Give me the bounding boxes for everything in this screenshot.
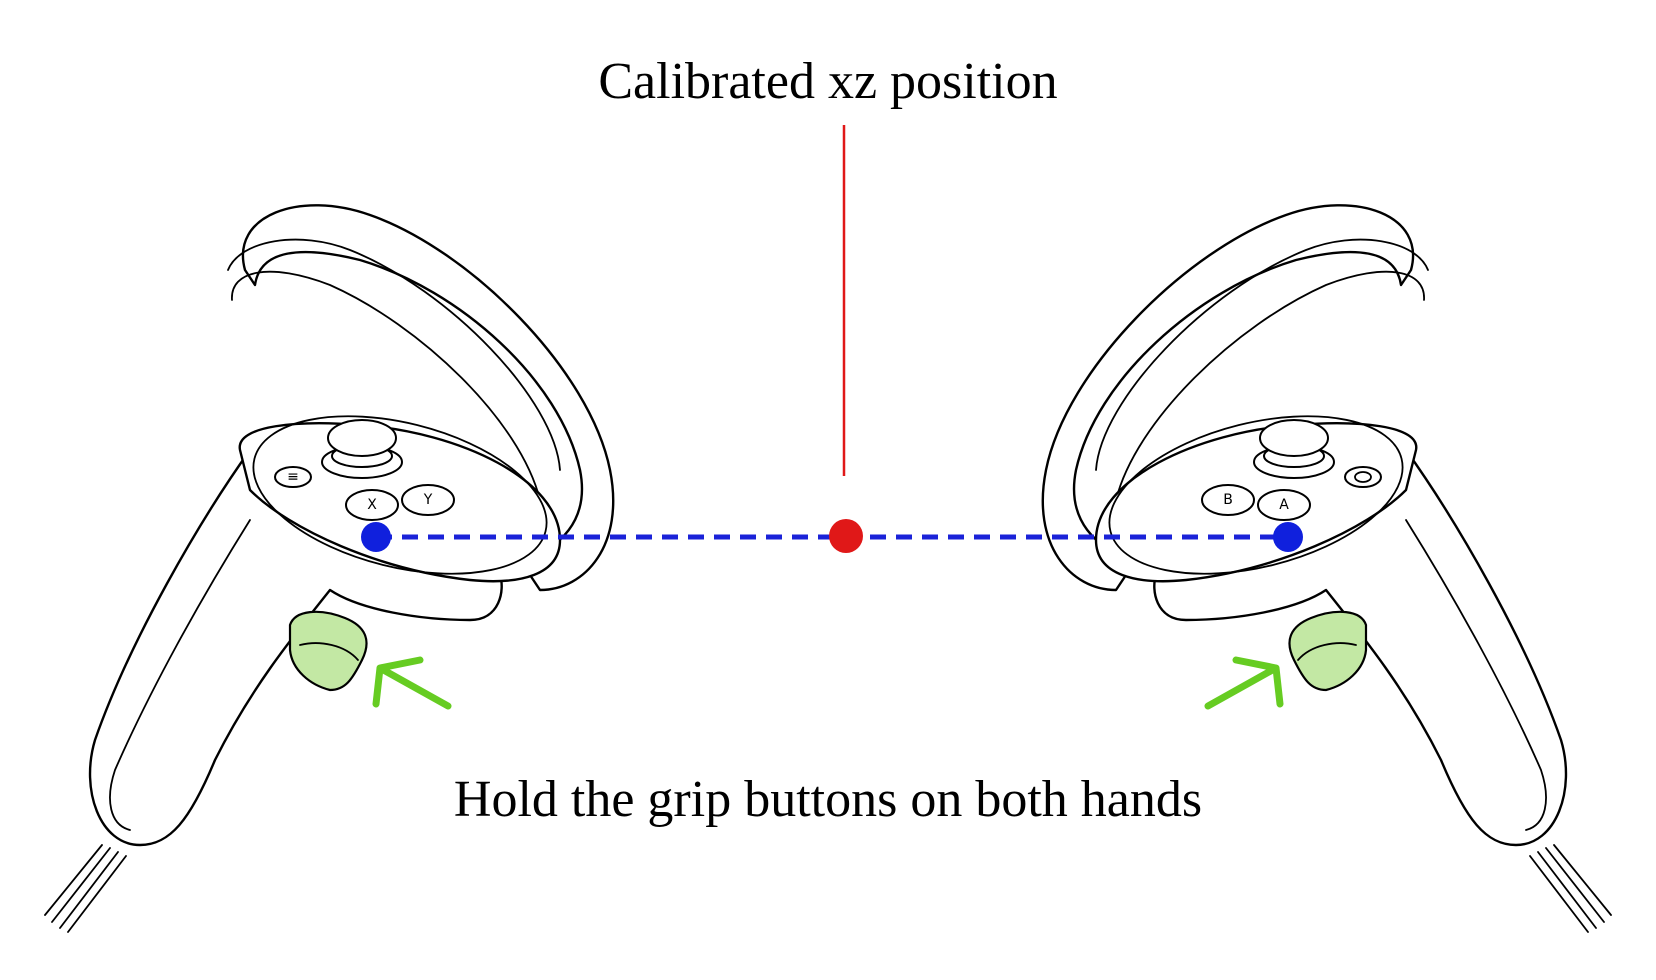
right-ring-band bbox=[1095, 238, 1429, 471]
left-ring-band bbox=[227, 238, 561, 471]
b-button-label: B bbox=[1223, 492, 1233, 508]
right-controller-point bbox=[1273, 522, 1303, 552]
right-tracking-ring bbox=[1041, 204, 1415, 592]
left-controller-point bbox=[361, 522, 391, 552]
left-handle-edge bbox=[109, 519, 251, 831]
x-button-label: X bbox=[367, 497, 377, 513]
menu-icon bbox=[274, 466, 312, 488]
left-cable bbox=[44, 844, 127, 933]
left-grip-button bbox=[288, 610, 368, 692]
y-button bbox=[401, 484, 455, 516]
right-cable bbox=[1529, 844, 1612, 933]
right-handle-edge bbox=[1405, 519, 1547, 831]
grip-instruction-label: Hold the grip buttons on both hands bbox=[453, 771, 1203, 828]
left-tracking-ring bbox=[241, 204, 615, 592]
right-ring-inner bbox=[1115, 270, 1425, 501]
right-thumbstick-cap bbox=[1259, 419, 1329, 457]
y-button-label: Y bbox=[423, 492, 433, 508]
right-face-plate bbox=[1094, 422, 1418, 583]
right-controller: B A bbox=[1041, 204, 1612, 933]
left-controller: ≡ X Y bbox=[44, 204, 615, 933]
left-face-inner bbox=[252, 415, 548, 575]
x-button bbox=[345, 489, 399, 521]
left-face-plate bbox=[238, 422, 562, 583]
left-grip-arrow bbox=[372, 656, 452, 710]
left-thumbstick-cap bbox=[327, 419, 397, 457]
a-button bbox=[1257, 489, 1311, 521]
menu-icon-glyph: ≡ bbox=[287, 469, 299, 485]
oculus-icon bbox=[1344, 466, 1382, 488]
right-grip-arrow bbox=[1204, 656, 1284, 710]
left-ring-inner bbox=[231, 270, 541, 501]
oculus-icon-glyph bbox=[1354, 471, 1372, 483]
right-face-inner bbox=[1108, 415, 1404, 575]
calibrated-center-point bbox=[829, 519, 863, 553]
right-grip-button bbox=[1288, 610, 1368, 692]
a-button-label: A bbox=[1279, 497, 1289, 513]
calibrated-position-label: Calibrated xz position bbox=[598, 53, 1058, 110]
left-grip-contour bbox=[299, 642, 359, 661]
right-grip-contour bbox=[1297, 642, 1357, 661]
b-button bbox=[1201, 484, 1255, 516]
